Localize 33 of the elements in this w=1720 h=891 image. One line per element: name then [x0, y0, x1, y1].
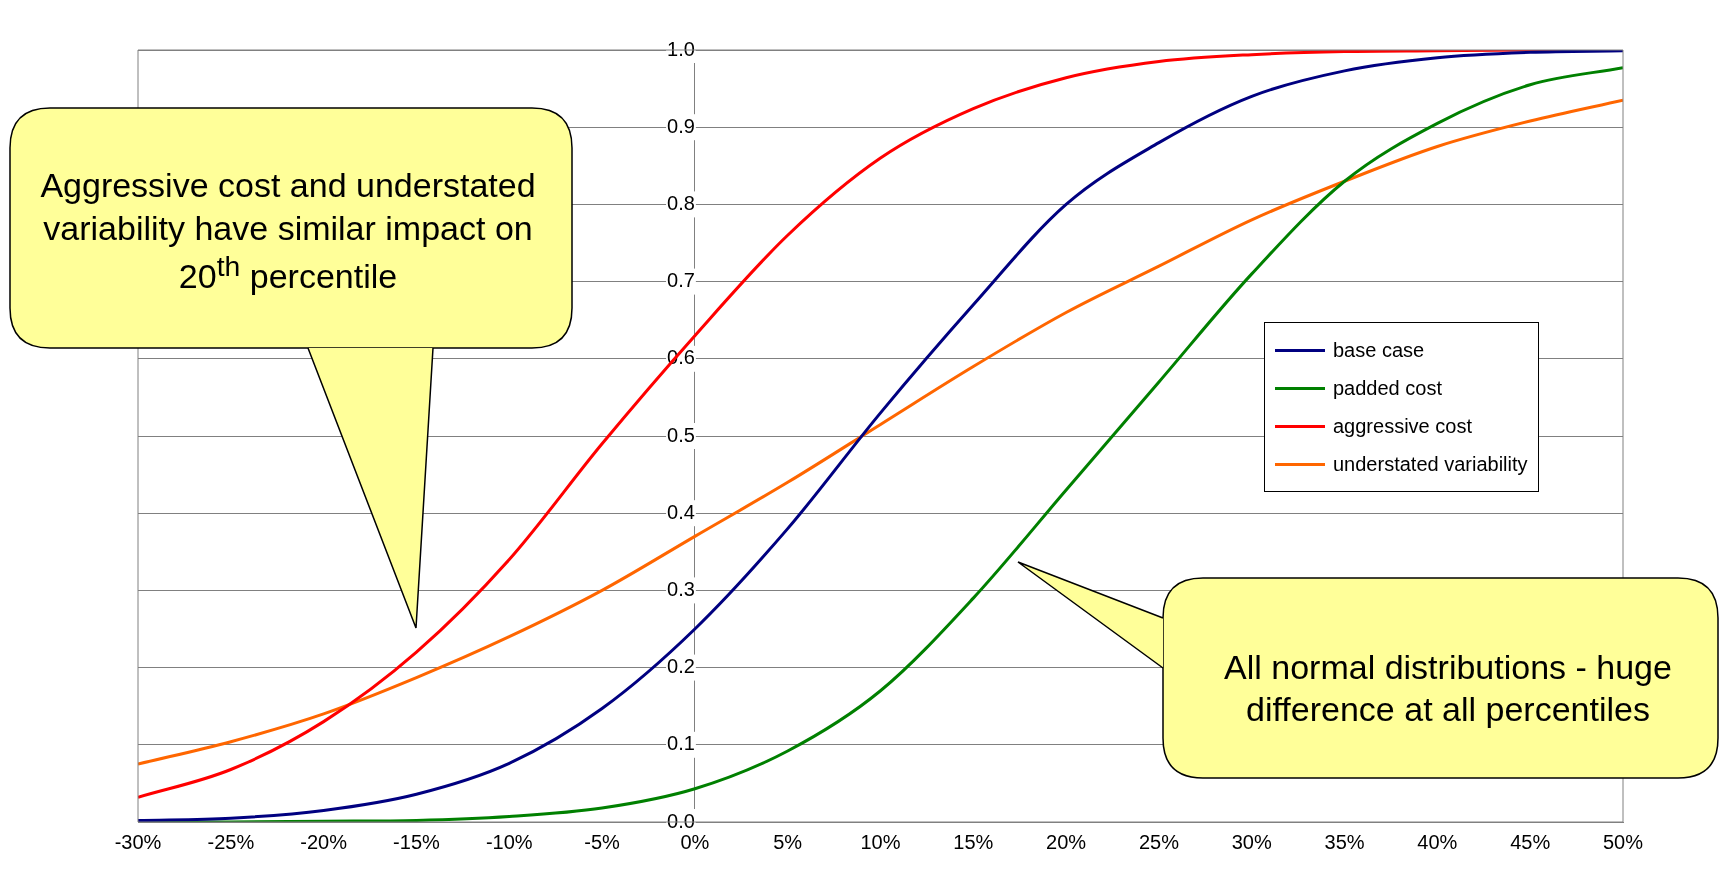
x-tick-label: -15% — [393, 830, 440, 853]
x-tick-label: 35% — [1324, 830, 1365, 853]
y-tick-label: 0.4 — [667, 500, 695, 523]
y-tick-label: 0.1 — [667, 732, 695, 755]
x-tick-label: 40% — [1417, 830, 1458, 853]
x-tick-label: 0% — [680, 830, 710, 853]
x-tick-label: 45% — [1510, 830, 1551, 853]
x-tick-label: -30% — [114, 830, 162, 853]
x-tick-label: 50% — [1602, 830, 1644, 853]
y-tick-label: 0.0 — [667, 809, 695, 832]
x-tick-label: -20% — [300, 830, 348, 853]
x-tick-label: 5% — [773, 830, 803, 853]
x-tick-label: -25% — [207, 830, 255, 853]
y-tick-label: 0.2 — [667, 655, 695, 678]
y-tick-label: 0.3 — [667, 577, 695, 600]
y-tick-label: 0.9 — [667, 114, 695, 137]
y-tick-label: 0.7 — [667, 269, 695, 292]
x-tick-label: 30% — [1231, 830, 1272, 853]
x-tick-label: -5% — [584, 830, 621, 853]
annotation: Aggressive cost and understated variability have similar impact on 20$^{th}$ percentile — [39, 165, 537, 298]
legend-label: padded cost — [1333, 376, 1442, 400]
annotation: All normal distributions - huge difference at all percentiles — [1223, 646, 1673, 730]
x-tick-label: -10% — [485, 830, 533, 853]
x-tick-label: 20% — [1046, 830, 1087, 853]
y-tick-label: 1.0 — [667, 37, 695, 60]
x-tick-label: 15% — [953, 830, 994, 853]
y-tick-label: 0.5 — [667, 423, 695, 446]
legend-label: understated variability — [1333, 452, 1528, 476]
legend-label: aggressive cost — [1333, 414, 1472, 438]
y-tick-label: 0.8 — [667, 191, 695, 214]
legend-label: base case — [1333, 338, 1425, 362]
x-tick-label: 10% — [860, 830, 901, 853]
x-tick-label: 25% — [1138, 830, 1180, 853]
